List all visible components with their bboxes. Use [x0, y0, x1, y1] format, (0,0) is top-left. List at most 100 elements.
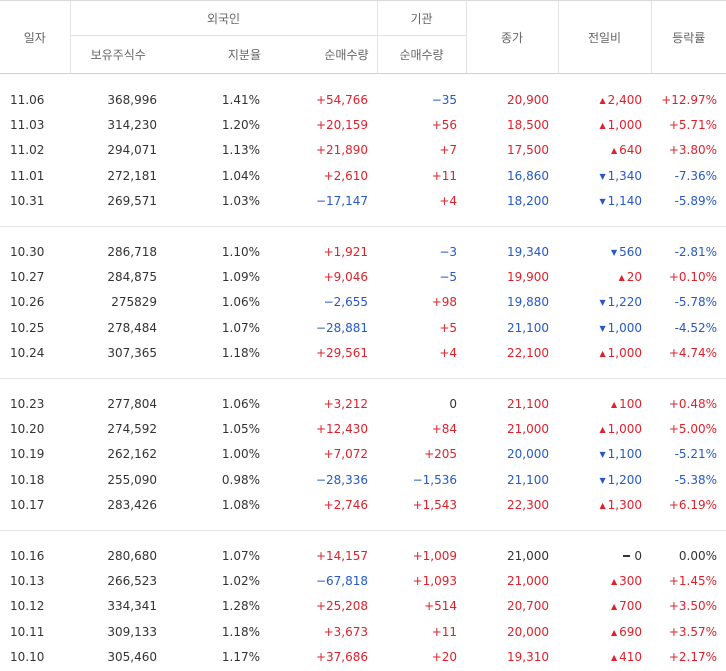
row-date: 10.27: [10, 270, 45, 285]
table-row: 10.20 274,592 1.05% +12,430 +84 21,000 ▲ 1,000 +…: [0, 416, 726, 441]
row-inst-net: +1,093: [412, 573, 458, 588]
row-rate: +5.00%: [668, 421, 718, 436]
row-share: 1.41%: [221, 92, 260, 107]
change-value: 2,400: [607, 92, 643, 107]
row-foreign-net: +12,430: [315, 421, 369, 436]
row-inst-net: +205: [424, 447, 458, 462]
table-body: 11.06 368,996 1.41% +54,766 −35 20,900 ▲ 2,400 +…: [0, 74, 726, 670]
row-holdings: 266,523: [107, 573, 157, 588]
row-date: 10.13: [10, 573, 45, 588]
row-inst-net: +1,009: [412, 548, 458, 563]
row-rate: +0.48%: [668, 396, 718, 411]
row-date: 10.31: [10, 194, 45, 209]
header-institution: 기관: [376, 0, 467, 36]
change-value: 1,000: [607, 421, 643, 436]
change-value: 690: [619, 624, 643, 639]
row-holdings: 280,680: [107, 548, 157, 563]
row-foreign-net: +37,686: [315, 650, 369, 665]
triangle-up-icon: ▲: [599, 424, 606, 434]
row-foreign-net: +29,561: [315, 346, 369, 361]
row-change: ▼ 1,220: [558, 290, 651, 315]
row-date: 10.12: [10, 599, 45, 614]
row-share: 0.98%: [221, 472, 260, 487]
table-row: 10.10 305,460 1.17% +37,686 +20 19,310 ▲ 410 +2.…: [0, 644, 726, 669]
row-date: 10.17: [10, 498, 45, 513]
row-share: 1.28%: [221, 599, 260, 614]
row-change: 0: [558, 543, 651, 568]
row-change: ▲ 700: [558, 594, 651, 619]
table-row: 10.27 284,875 1.09% +9,046 −5 19,900 ▲ 20 +0.10%: [0, 264, 726, 289]
row-close: 20,000: [507, 624, 550, 639]
row-holdings: 275829: [111, 295, 157, 310]
row-rate: -4.52%: [674, 320, 718, 335]
change-value: 300: [619, 573, 643, 588]
row-date: 10.19: [10, 447, 45, 462]
triangle-down-icon: ▼: [599, 298, 606, 308]
row-foreign-net: +20,159: [315, 118, 369, 133]
row-foreign-net: +25,208: [315, 599, 369, 614]
row-rate: +12.97%: [661, 92, 718, 107]
row-rate: +1.45%: [668, 573, 718, 588]
change-value: 1,000: [607, 320, 643, 335]
row-rate: -5.21%: [674, 447, 718, 462]
triangle-down-icon: ▼: [599, 475, 606, 485]
triangle-up-icon: ▲: [599, 121, 606, 131]
row-rate: +0.10%: [668, 270, 718, 285]
triangle-down-icon: ▼: [599, 197, 606, 207]
row-holdings: 262,162: [107, 447, 157, 462]
row-share: 1.06%: [221, 295, 260, 310]
row-holdings: 269,571: [107, 194, 157, 209]
table-row: 11.01 272,181 1.04% +2,610 +11 16,860 ▼ 1,340 -7…: [0, 163, 726, 188]
row-change: ▲ 100: [558, 391, 651, 416]
row-inst-net: −1,536: [412, 472, 458, 487]
change-value: 1,340: [607, 168, 643, 183]
row-share: 1.07%: [221, 548, 260, 563]
row-inst-net: +514: [424, 599, 458, 614]
row-foreign-net: +2,610: [323, 168, 369, 183]
row-rate: -2.81%: [674, 244, 718, 259]
change-value: 0: [634, 548, 643, 563]
row-foreign-net: +14,157: [315, 548, 369, 563]
row-inst-net: +84: [431, 421, 458, 436]
row-change: ▼ 1,200: [558, 467, 651, 492]
row-rate: -7.36%: [674, 168, 718, 183]
row-close: 21,000: [507, 573, 550, 588]
row-change: ▲ 410: [558, 644, 651, 669]
row-rate: +3.57%: [668, 624, 718, 639]
table-row: 10.26 275829 1.06% −2,655 +98 19,880 ▼ 1,220 -5.…: [0, 290, 726, 315]
row-foreign-net: +2,746: [323, 498, 369, 513]
row-inst-net: −3: [439, 244, 458, 259]
header-close: 종가: [465, 0, 559, 74]
row-share: 1.04%: [221, 168, 260, 183]
row-share: 1.17%: [221, 650, 260, 665]
row-close: 21,000: [507, 548, 550, 563]
triangle-down-icon: ▼: [599, 450, 606, 460]
change-value: 560: [619, 244, 643, 259]
row-close: 19,340: [507, 244, 550, 259]
row-foreign-net: +7,072: [323, 447, 369, 462]
row-foreign-net: −2,655: [323, 295, 369, 310]
row-change: ▲ 2,400: [558, 87, 651, 112]
triangle-up-icon: ▲: [610, 602, 618, 612]
table-row: 10.19 262,162 1.00% +7,072 +205 20,000 ▼ 1,100 -…: [0, 442, 726, 467]
row-inst-net: 0: [449, 396, 458, 411]
change-value: 20: [626, 270, 643, 285]
change-value: 1,220: [607, 295, 643, 310]
row-inst-net: −5: [439, 270, 458, 285]
row-inst-net: +20: [431, 650, 458, 665]
table-row: 10.23 277,804 1.06% +3,212 0 21,100 ▲ 100 +0.48%: [0, 391, 726, 416]
row-close: 21,100: [507, 320, 550, 335]
triangle-up-icon: ▲: [599, 349, 606, 359]
row-date: 11.06: [10, 92, 45, 107]
change-value: 640: [619, 143, 643, 158]
change-value: 410: [619, 650, 643, 665]
row-change: ▲ 690: [558, 619, 651, 644]
row-change: ▼ 1,140: [558, 189, 651, 214]
row-date: 11.03: [10, 118, 45, 133]
row-close: 21,000: [507, 421, 550, 436]
row-foreign-net: +3,673: [323, 624, 369, 639]
row-change: ▼ 1,340: [558, 163, 651, 188]
row-change: ▼ 560: [558, 239, 651, 264]
change-value: 1,300: [607, 498, 643, 513]
